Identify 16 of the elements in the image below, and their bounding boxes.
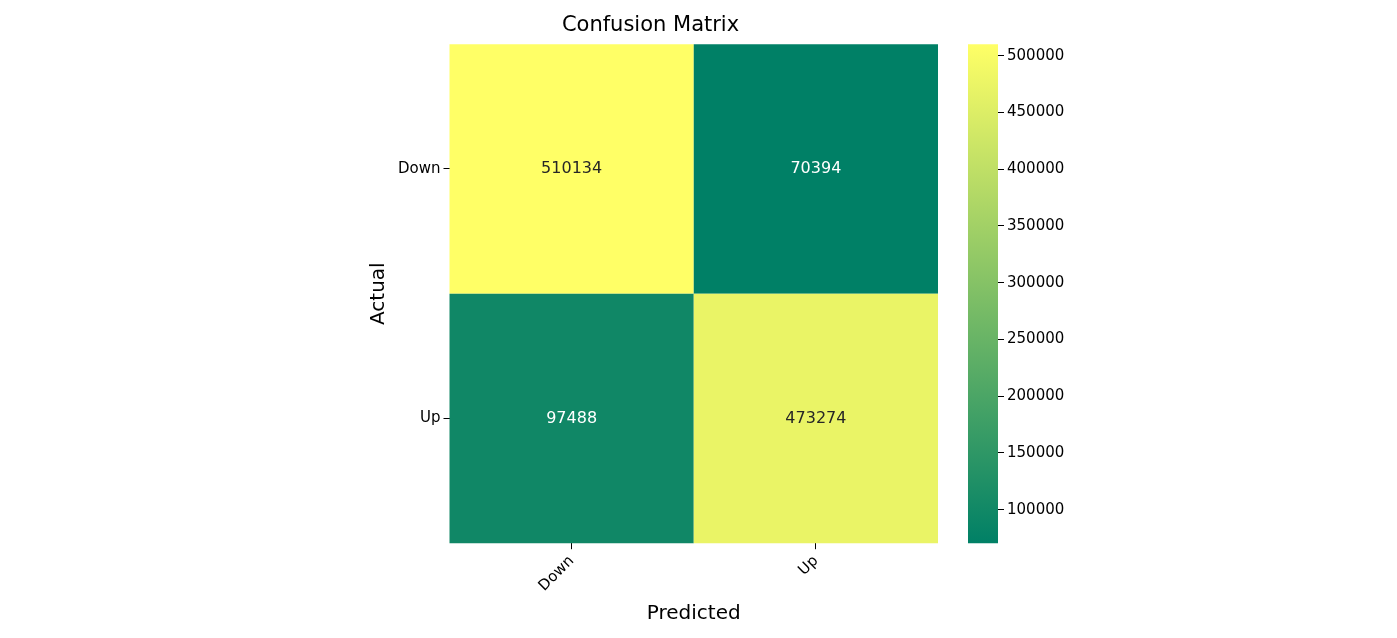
y-axis-title: Actual — [365, 262, 390, 326]
color-bar-label: 450000 — [1007, 102, 1065, 121]
color-bar-label: 400000 — [1007, 159, 1065, 178]
color-bar-label: 350000 — [1007, 215, 1065, 234]
color-bar-label: 250000 — [1007, 329, 1065, 348]
chart-title: Confusion Matrix — [561, 12, 740, 37]
data-label: 510134 — [541, 158, 603, 178]
data-label: 473274 — [785, 407, 847, 427]
color-bar-label: 150000 — [1007, 442, 1065, 461]
data-label: 70394 — [790, 158, 842, 178]
data-label: 97488 — [546, 407, 598, 427]
color-bar-label: 500000 — [1007, 45, 1065, 64]
x-axis-title: Predicted — [646, 600, 741, 625]
color-bar-label: 100000 — [1007, 499, 1065, 518]
color-bar-label: 200000 — [1007, 386, 1065, 405]
color-bar-label: 300000 — [1007, 272, 1065, 291]
